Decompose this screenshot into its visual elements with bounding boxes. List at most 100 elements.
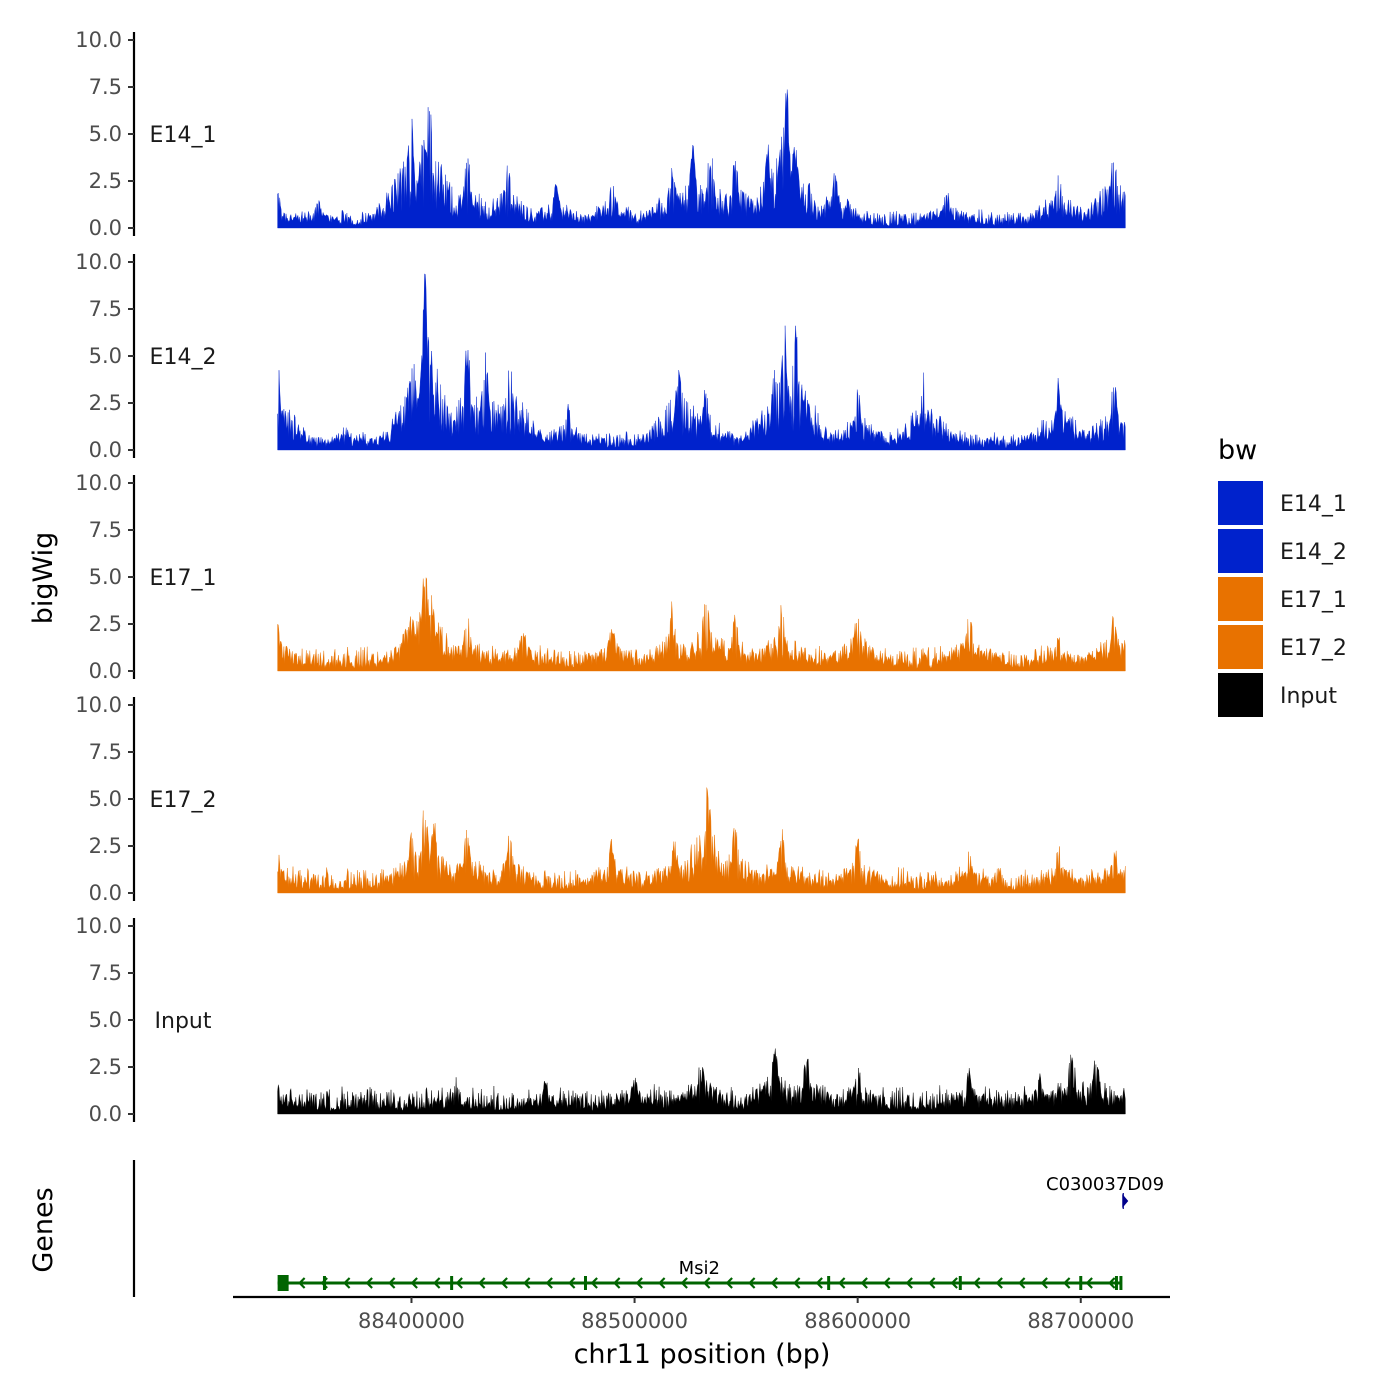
strand-arrow (658, 1277, 666, 1289)
strand-arrow (478, 1277, 486, 1289)
strand-arrow (500, 1277, 508, 1289)
strand-arrow (725, 1277, 733, 1289)
y-tick-label: 2.5 (89, 169, 122, 193)
gene-Msi2: Msi2 (277, 1258, 1123, 1291)
signal-area (277, 89, 1126, 229)
strand-arrow (298, 1277, 306, 1289)
coverage-tracks: 0.0 2.5 5.0 7.5 10.0 E14_1 0.0 2.5 5.0 7.5 10.0 E14… (75, 28, 1126, 1126)
exon (277, 1275, 289, 1291)
legend-key (1218, 625, 1263, 669)
strand-arrow (1040, 1277, 1048, 1289)
strand-arrow (748, 1277, 756, 1289)
y-tick-label: 10.0 (75, 28, 122, 52)
gene-label: Msi2 (679, 1258, 720, 1279)
strand-arrow (433, 1277, 441, 1289)
strand-arrow (365, 1277, 373, 1289)
ylabel-genes: Genes (28, 1187, 59, 1272)
track-E14_2: 0.0 2.5 5.0 7.5 10.0 E14_2 (75, 250, 1126, 462)
legend-label: Input (1280, 684, 1337, 709)
strand-arrow (613, 1277, 621, 1289)
track-E17_1: 0.0 2.5 5.0 7.5 10.0 E17_1 (75, 471, 1126, 683)
signal-area (277, 576, 1126, 672)
track-E14_1: 0.0 2.5 5.0 7.5 10.0 E14_1 (75, 28, 1126, 240)
y-tick-label: 10.0 (75, 471, 122, 495)
y-tick-label: 2.5 (89, 391, 122, 415)
track-label: E14_1 (150, 123, 217, 148)
y-tick-label: 10.0 (75, 914, 122, 938)
track-label: E17_2 (150, 788, 217, 813)
y-tick-label: 2.5 (89, 834, 122, 858)
gene-C030037D09: C030037D09 (1046, 1174, 1164, 1209)
strand-arrow (703, 1277, 711, 1289)
strand-arrow (635, 1277, 643, 1289)
legend-item-E14_1: E14_1 (1218, 481, 1347, 525)
exon (827, 1276, 831, 1290)
y-tick-label: 5.0 (89, 1008, 122, 1032)
legend-label: E17_2 (1280, 636, 1347, 661)
y-tick-label: 7.5 (89, 961, 122, 985)
x-tick-label: 88500000 (581, 1309, 688, 1333)
track-Input: 0.0 2.5 5.0 7.5 10.0 Input (75, 914, 1126, 1126)
strand-arrow (388, 1277, 396, 1289)
y-tick-label: 5.0 (89, 787, 122, 811)
strand-arrow (343, 1277, 351, 1289)
strand-arrow (545, 1277, 553, 1289)
track-label: Input (155, 1009, 212, 1034)
track-E17_2: 0.0 2.5 5.0 7.5 10.0 E17_2 (75, 693, 1126, 905)
exon (1079, 1276, 1083, 1290)
legend-title: bw (1218, 435, 1257, 466)
y-tick-label: 5.0 (89, 565, 122, 589)
strand-arrow (950, 1277, 958, 1289)
strand-arrow (1108, 1277, 1116, 1289)
legend-key (1218, 577, 1263, 621)
y-tick-label: 2.5 (89, 1055, 122, 1079)
legend-key (1218, 673, 1263, 717)
y-tick-label: 0.0 (89, 1102, 122, 1126)
strand-arrow (1063, 1277, 1071, 1289)
signal-area (277, 273, 1126, 451)
strand-arrow (815, 1277, 823, 1289)
legend-label: E14_1 (1280, 492, 1347, 517)
exon (1114, 1276, 1118, 1290)
signal-area (277, 1048, 1126, 1115)
y-tick-label: 0.0 (89, 881, 122, 905)
strand-arrow (590, 1277, 598, 1289)
exon (450, 1276, 454, 1290)
y-tick-label: 5.0 (89, 344, 122, 368)
exon (958, 1276, 962, 1290)
strand-arrow (770, 1277, 778, 1289)
strand-arrow (455, 1277, 463, 1289)
strand-arrow (1018, 1277, 1026, 1289)
strand-arrow (523, 1277, 531, 1289)
exon (1122, 1194, 1129, 1208)
track-label: E14_2 (150, 345, 217, 370)
y-tick-label: 10.0 (75, 693, 122, 717)
legend-item-E17_2: E17_2 (1218, 625, 1347, 669)
legend-key (1218, 529, 1263, 573)
exon (322, 1276, 326, 1290)
x-axis: 88400000 88500000 88600000 88700000 (233, 1295, 1170, 1333)
legend-key (1218, 481, 1263, 525)
ylabel-bigwig: bigWig (28, 532, 59, 625)
y-axis-title: bigWig Genes (28, 532, 59, 1273)
legend-label: E14_2 (1280, 540, 1347, 565)
y-tick-label: 7.5 (89, 75, 122, 99)
strand-arrow (973, 1277, 981, 1289)
y-tick-label: 0.0 (89, 659, 122, 683)
y-tick-label: 7.5 (89, 297, 122, 321)
strand-arrow (680, 1277, 688, 1289)
strand-arrow (883, 1277, 891, 1289)
y-tick-label: 0.0 (89, 216, 122, 240)
legend-item-Input: Input (1218, 673, 1337, 717)
y-tick-label: 5.0 (89, 122, 122, 146)
strand-arrow (793, 1277, 801, 1289)
x-tick-label: 88700000 (1027, 1309, 1134, 1333)
exon (583, 1276, 587, 1290)
y-tick-label: 7.5 (89, 740, 122, 764)
x-axis-title: chr11 position (bp) (574, 1339, 831, 1370)
strand-arrow (410, 1277, 418, 1289)
signal-area (277, 787, 1126, 894)
legend-item-E14_2: E14_2 (1218, 529, 1347, 573)
y-tick-label: 10.0 (75, 250, 122, 274)
